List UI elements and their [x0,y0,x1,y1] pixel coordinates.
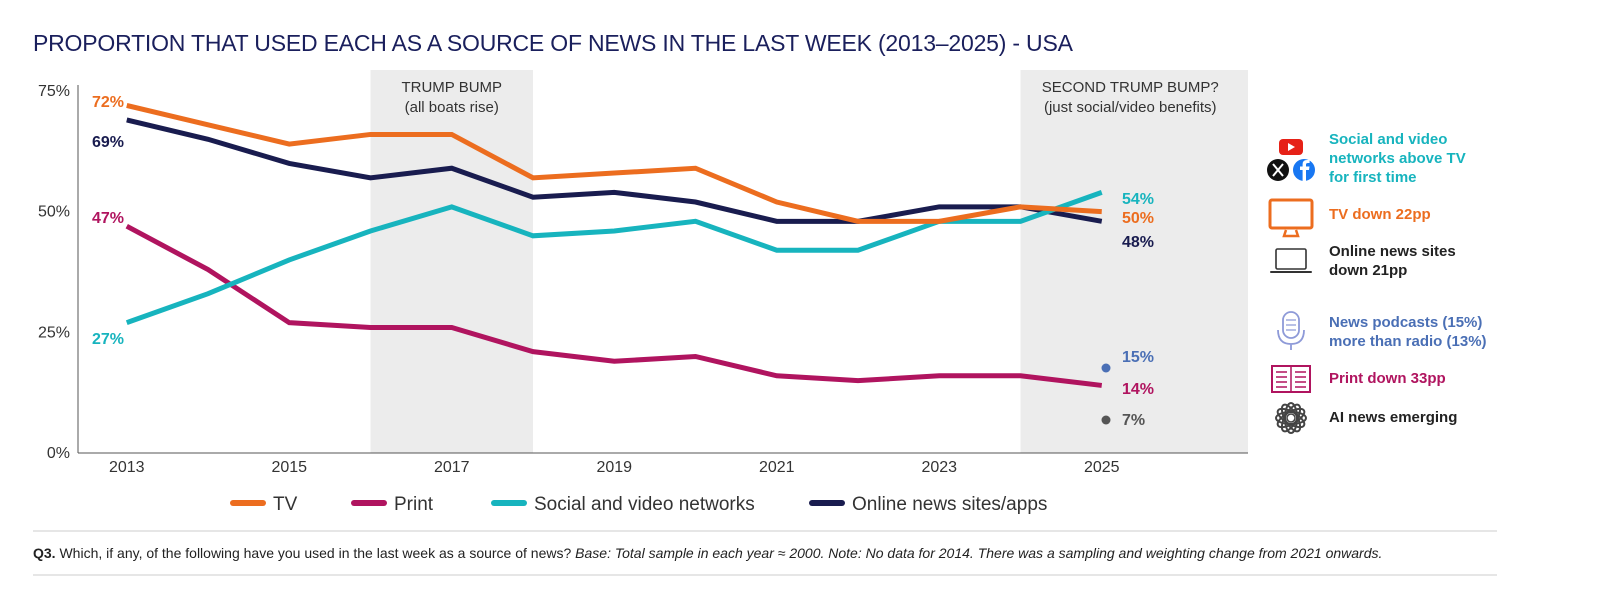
mic-grille-icon [1286,319,1296,331]
legend-label: Print [394,494,434,515]
callout-text: for first time [1329,169,1417,186]
point-ai-news [1101,415,1111,425]
callout-text: AI news emerging [1329,409,1457,426]
point-label-ai-news: 7% [1122,412,1145,429]
end-label-print: 14% [1122,381,1154,398]
callout-panel: Social and video networks above TV for fir… [1267,131,1487,434]
x-letter-icon [1272,163,1284,177]
highlight-band-1 [370,70,533,453]
youtube-play-icon [1288,143,1295,151]
facebook-f-icon [1300,160,1310,181]
callout-text: Social and video [1329,131,1447,148]
footnote-label: Q3. [33,545,56,561]
series-line-social-and-video-networks [125,190,1103,326]
band-subtitle-2: (just social/video benefits) [1044,99,1217,116]
y-tick-label: 25% [38,324,70,341]
legend-label: TV [273,494,298,515]
band-title-2: SECOND TRUMP BUMP? [1042,79,1219,96]
tv-icon [1268,198,1314,238]
ai-icon [1275,402,1307,434]
callout-text: Online news sites [1329,243,1456,260]
laptop-icon [1270,248,1312,273]
callout-icons [1267,139,1315,434]
x-tick-label: 2025 [1084,459,1120,476]
microphone-icon [1277,311,1305,350]
series-line-online-news-sites-apps [126,117,1103,224]
ai-petal-icon [1276,407,1306,429]
x-tick-label: 2017 [434,459,470,476]
y-tick-label: 50% [38,204,70,221]
x-tick-label: 2013 [109,459,145,476]
x-tick-label: 2023 [921,459,957,476]
series-line-print [125,223,1103,388]
social-media-icons [1267,139,1315,181]
highlight-band-2 [1020,70,1248,453]
callout-text: News podcasts (15%) [1329,314,1482,331]
chart-title: PROPORTION THAT USED EACH AS A SOURCE OF… [33,30,1074,56]
axes: 0% 25% 50% 75% 2013 2015 2017 2019 2021 2023 2025 [38,83,1248,476]
callout-text: Print down 33pp [1329,370,1446,387]
band-title-1: TRUMP BUMP [401,79,502,96]
y-tick-label: 75% [38,83,70,100]
point-label-news-podcasts: 15% [1122,349,1154,366]
ai-center-icon [1286,413,1296,423]
end-label-social-and-video-networks: 54% [1122,191,1154,208]
footnote-question: Which, if any, of the following have you… [56,545,576,561]
newspaper-icon [1271,365,1311,393]
mic-capsule-icon [1282,311,1300,339]
footnote-note: Base: Total sample in each year ≈ 2000. … [575,545,1382,561]
laptop-screen-icon [1275,248,1307,270]
y-tick-label: 0% [47,445,70,462]
legend-label: Online news sites/apps [852,494,1047,515]
tv-stand-icon [1282,229,1300,238]
callout-text: TV down 22pp [1329,206,1431,223]
callout-text: more than radio (13%) [1329,333,1487,350]
highlight-bands: TRUMP BUMP (all boats rise) SECOND TRUMP B… [370,70,1248,453]
end-label-tv: 50% [1122,210,1154,227]
band-subtitle-1: (all boats rise) [405,99,499,116]
point-news-podcasts [1101,363,1111,373]
series-lines [125,103,1103,388]
newspaper-lines-icon [1276,366,1306,392]
callout-text: networks above TV [1329,150,1466,167]
end-label-online-news-sites-apps: 48% [1122,234,1154,251]
series-line-tv [126,103,1102,224]
legend: TV Print Social and video networks Online n… [230,494,1047,515]
start-label-online-news-sites-apps: 69% [92,134,124,151]
mic-stand-icon [1277,329,1305,350]
start-label-print: 47% [92,210,124,227]
x-tick-label: 2019 [596,459,632,476]
footnote: Q3. Which, if any, of the following have… [33,545,1382,561]
x-tick-label: 2021 [759,459,795,476]
legend-label: Social and video networks [534,494,755,515]
start-label-tv: 72% [92,94,124,111]
data-labels: 72% 69% 47% 27% 54% 50% 48% 14% 15% 7% [92,94,1154,429]
callout-text: down 21pp [1329,262,1407,279]
x-tick-label: 2015 [271,459,307,476]
tv-screen-icon [1268,198,1314,230]
start-label-social-and-video-networks: 27% [92,331,124,348]
